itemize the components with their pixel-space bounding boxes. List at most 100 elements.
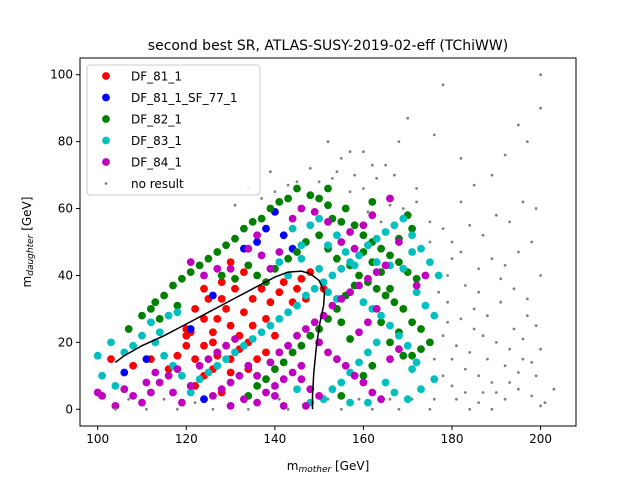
point-df-81-1-4 [173,351,182,360]
point-df-83-1-14 [178,371,186,380]
point-df-83-1-74 [350,261,359,270]
point-no-result-74 [459,157,463,160]
point-df-81-1-8 [209,328,217,337]
point-df-82-1-5 [169,281,177,290]
y-axis-label-unit: [GeV] [20,197,34,235]
point-no-result-41 [508,347,511,351]
point-df-84-1-58 [297,375,306,384]
point-no-result-35 [539,347,542,351]
point-df-84-1-21 [217,385,226,394]
point-no-result-55 [503,264,507,267]
point-no-result-91 [317,180,321,184]
point-df-82-1-55 [408,318,416,327]
point-no-result-68 [503,153,507,157]
point-df-82-1-22 [324,201,332,210]
x-axis-label-sub: mother [298,465,332,475]
point-df-84-1-32 [240,395,248,404]
point-df-82-1-14 [248,218,257,226]
point-no-result-107 [499,277,503,281]
point-df-81-1-32 [200,284,208,293]
point-df-81-1-31 [217,278,226,286]
point-df-84-1-55 [377,395,385,404]
point-no-result-28 [450,357,454,361]
point-no-result-40 [494,341,498,344]
point-df-82-1-6 [178,274,186,283]
point-df-82-1-42 [284,254,292,263]
y-tick-label-100: 100 [50,68,73,82]
point-df-82-1-27 [359,231,368,240]
y-axis-ticks: 0 20 40 60 80 100 [50,68,80,416]
point-df-82-1-83 [386,284,394,293]
point-df-82-1-36 [217,271,226,280]
point-df-84-1-27 [271,382,279,390]
point-no-result-62 [508,220,511,224]
point-no-result-85 [269,170,272,174]
point-no-result-58 [450,240,454,244]
point-df-84-1-44 [355,281,363,290]
point-no-result-31 [490,381,494,384]
point-no-result-84 [295,180,299,184]
point-df-83-1-0 [93,351,102,360]
point-no-result-22 [490,407,494,411]
point-df-82-1-12 [231,234,239,243]
y-tick-label-80: 80 [58,135,73,149]
point-df-81-1-48 [271,331,279,340]
point-no-result-116 [543,401,547,404]
point-no-result-16 [410,397,414,401]
point-df-84-1-56 [386,355,394,363]
point-df-84-1-13 [151,368,160,377]
point-no-result-12 [357,397,361,401]
point-df-81-1-28 [231,284,239,293]
point-df-81-1-29 [240,268,248,276]
legend-marker-no-result [104,182,108,185]
point-no-result-90 [286,183,290,187]
point-df-84-1-74 [364,318,372,327]
point-no-result-127 [326,140,330,144]
point-df-82-1-52 [381,291,390,300]
point-no-result-19 [450,384,454,388]
point-df-83-1-47 [359,298,368,307]
legend-label-no-result: no result [131,177,184,191]
point-no-result-45 [472,307,476,311]
point-df-84-1-23 [235,371,244,380]
point-df-81-1-6 [191,355,200,363]
point-no-result-61 [494,213,498,217]
point-df-84-1-86 [226,264,235,273]
point-df-82-1-16 [266,204,275,213]
point-df-84-1-47 [381,261,390,270]
point-df-82-1-90 [346,335,354,343]
point-df-81-1-41 [253,355,261,363]
point-df-83-1-41 [417,244,425,253]
point-df-83-1-29 [310,284,319,293]
point-df-84-1-22 [226,378,235,387]
point-df-84-1-82 [359,221,368,230]
legend-box [86,64,261,196]
contour-curve [114,270,326,410]
point-no-result-9 [286,407,290,411]
point-df-84-1-14 [142,378,151,387]
point-df-83-1-80 [315,264,323,273]
x-tick-label-120: 120 [175,432,198,446]
point-df-84-1-51 [341,361,350,370]
point-df-82-1-18 [284,194,292,203]
point-df-81-1-23 [306,268,315,276]
x-tick-label-160: 160 [352,432,375,446]
point-df-84-1-12 [186,382,195,390]
point-df-84-1-77 [421,271,430,280]
point-df-83-1-58 [337,378,346,387]
point-no-result-49 [525,297,529,301]
point-no-result-0 [114,407,117,411]
point-df-83-1-88 [275,258,284,266]
y-axis-label-base: m [20,276,34,288]
point-no-result-34 [530,361,534,364]
point-no-result-15 [397,407,401,411]
point-no-result-25 [530,394,534,398]
point-df-83-1-55 [364,348,372,357]
point-df-84-1-37 [293,331,301,340]
point-no-result-117 [446,320,449,324]
point-df-81-1-sf-77-1-7 [279,231,288,240]
point-df-84-1-49 [324,348,332,357]
point-df-83-1-39 [399,214,408,223]
point-df-83-1-3 [111,382,120,390]
point-no-result-42 [521,337,525,341]
